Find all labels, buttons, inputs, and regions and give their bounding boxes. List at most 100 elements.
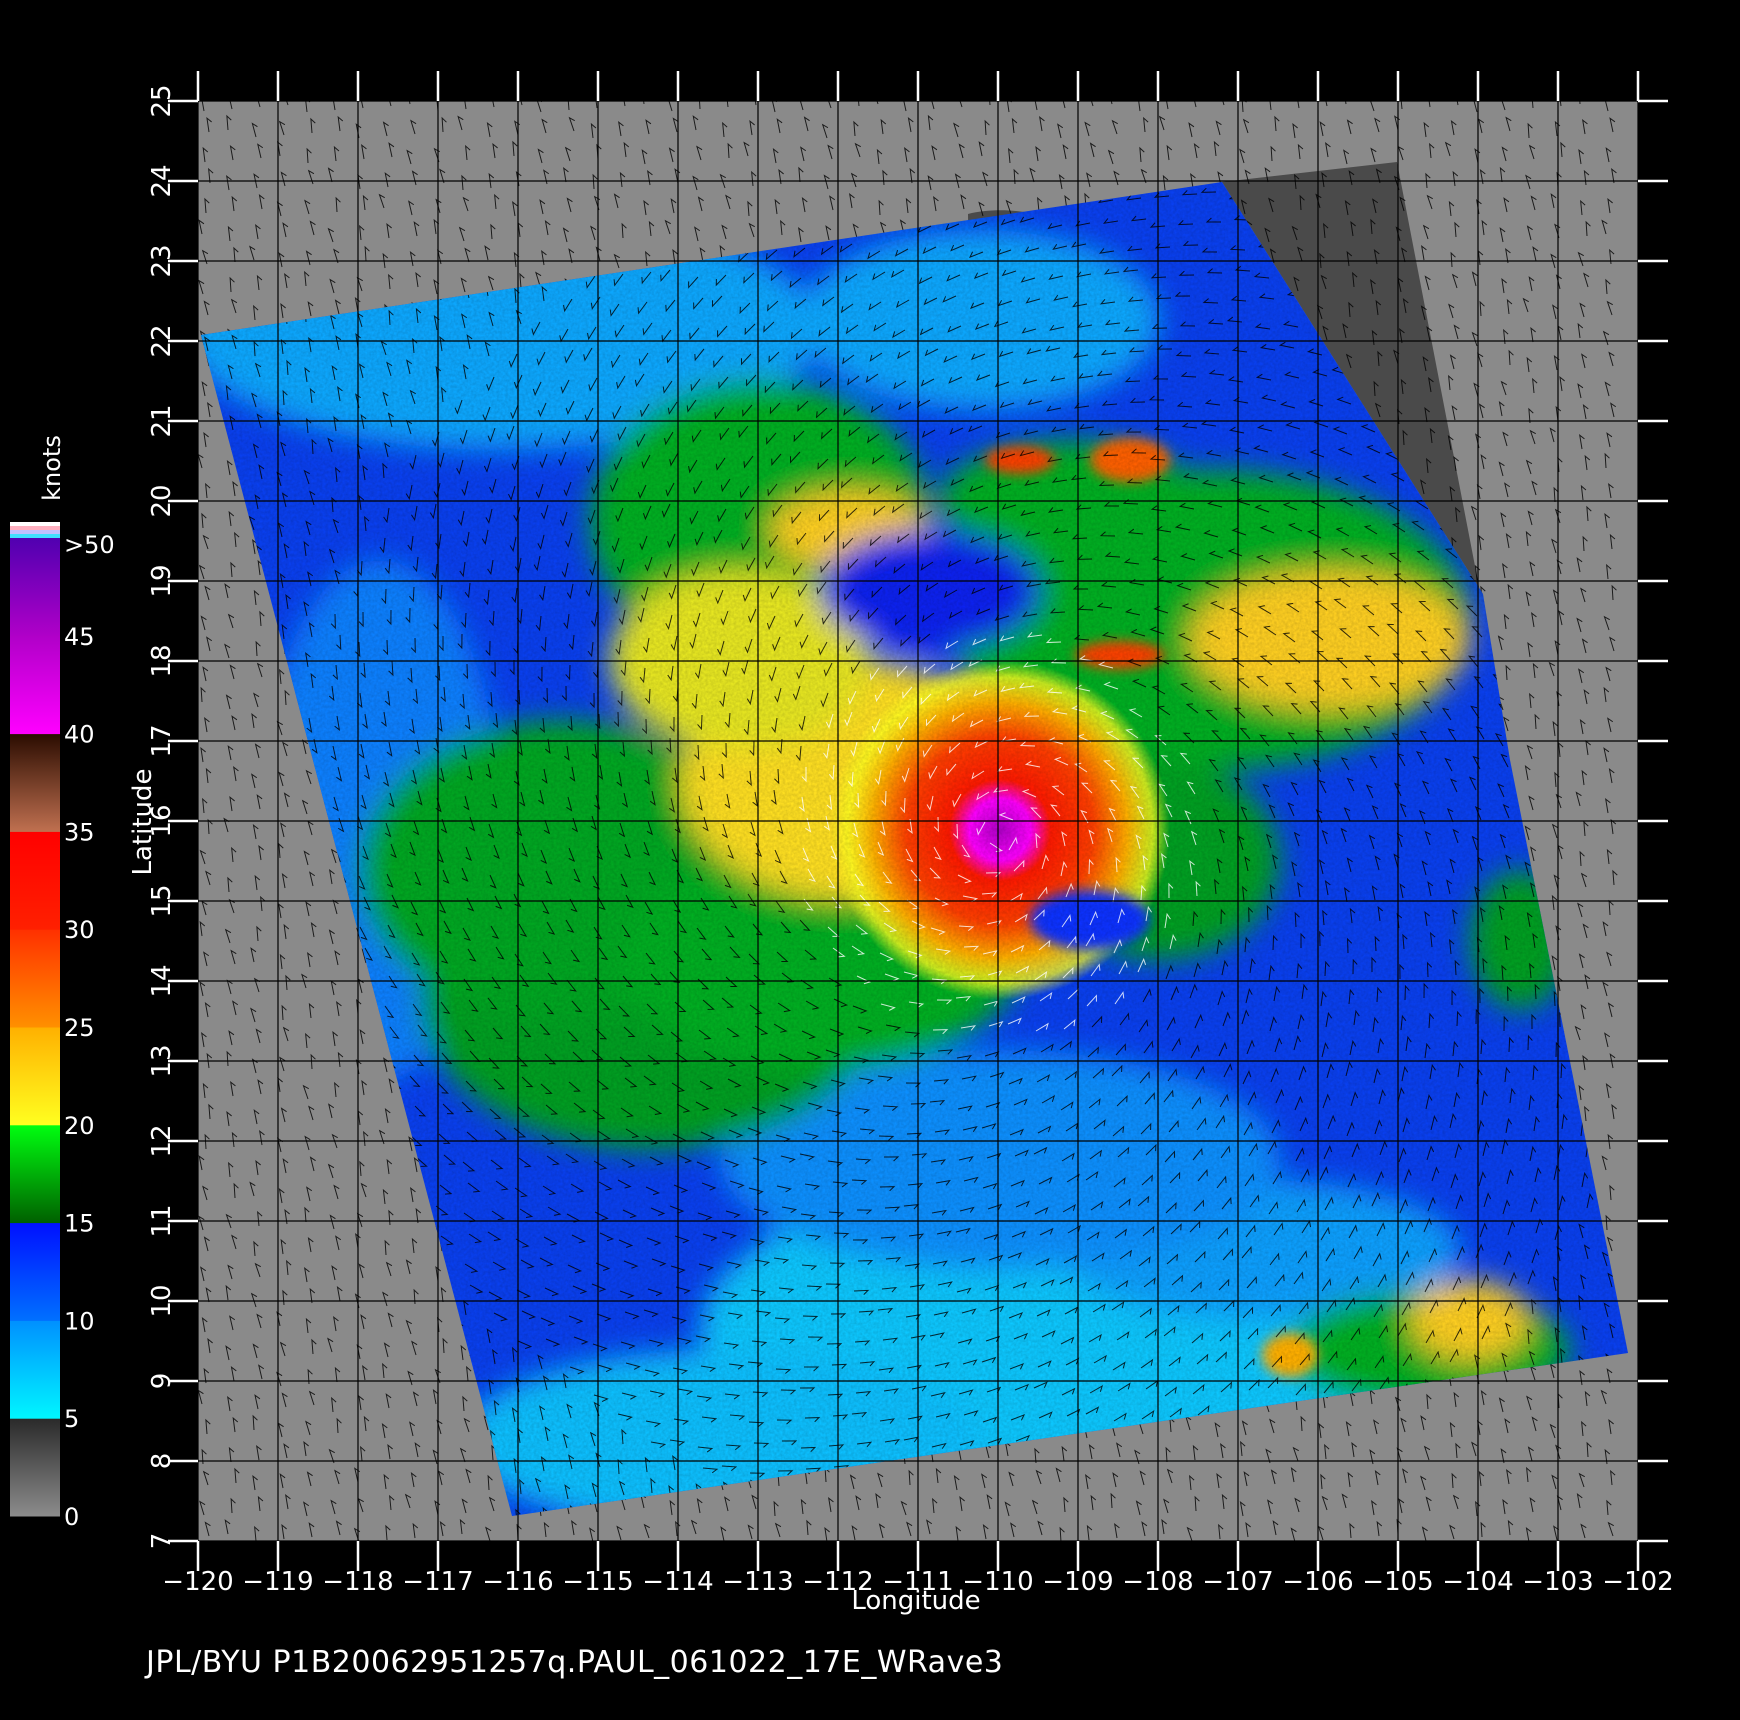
wind-barb xyxy=(230,1080,236,1097)
wind-barb xyxy=(255,1028,262,1044)
wind-barb xyxy=(358,494,365,511)
wind-barb xyxy=(1307,529,1322,539)
wind-barb xyxy=(1400,1417,1407,1433)
wind-barb xyxy=(490,223,496,240)
wind-barb xyxy=(1194,1013,1204,1029)
wind-barb xyxy=(1475,1008,1481,1025)
wind-barb xyxy=(417,1024,428,1037)
wind-barb xyxy=(1208,680,1222,691)
wind-barb xyxy=(1345,1421,1352,1437)
wind-barb xyxy=(946,763,957,777)
wind-barb xyxy=(616,375,626,390)
wind-barb xyxy=(303,540,310,557)
wind-barb xyxy=(696,795,703,811)
wind-barb xyxy=(1177,632,1193,642)
wind-barb xyxy=(1429,931,1436,948)
wind-barb xyxy=(690,1519,698,1535)
wind-barb xyxy=(516,1055,529,1067)
wind-barb xyxy=(948,742,961,754)
wind-barb xyxy=(1181,190,1198,196)
wind-barb xyxy=(1127,528,1144,535)
wind-barb xyxy=(643,199,649,216)
wind-barb xyxy=(744,323,756,336)
wind-barb xyxy=(997,533,1013,541)
wind-barb xyxy=(227,364,234,380)
wind-barb xyxy=(827,144,834,160)
wind-barb xyxy=(665,614,673,630)
wind-barb xyxy=(665,299,676,313)
wind-barb xyxy=(252,443,259,459)
wind-barb xyxy=(1580,587,1587,603)
wind-barb xyxy=(1368,755,1378,769)
wind-barb xyxy=(1006,101,1012,113)
wind-barb xyxy=(817,458,829,471)
wind-barb xyxy=(774,198,781,215)
wind-barb xyxy=(492,1027,504,1040)
wind-barb xyxy=(1370,101,1375,112)
wind-barb xyxy=(1012,1047,1027,1055)
wind-barb xyxy=(304,270,310,287)
wind-barb xyxy=(201,1448,207,1465)
wind-barb xyxy=(1400,378,1407,395)
wind-barb xyxy=(465,1468,472,1484)
wind-barb xyxy=(257,101,261,108)
wind-barb xyxy=(431,563,438,580)
wind-barb xyxy=(1526,912,1533,928)
wind-barb xyxy=(776,738,783,755)
wind-barb xyxy=(1444,141,1452,157)
wind-barb xyxy=(1166,101,1169,110)
wind-barb xyxy=(544,1053,557,1065)
wind-barb xyxy=(740,353,752,366)
wind-barb xyxy=(1102,760,1116,771)
wind-barb xyxy=(546,921,556,935)
wind-barb xyxy=(1584,454,1591,471)
wind-barb xyxy=(230,298,238,314)
wind-barb xyxy=(1603,615,1610,631)
wind-barb xyxy=(1230,295,1247,302)
wind-barb xyxy=(334,299,341,315)
wind-barb xyxy=(509,659,515,676)
wind-barb xyxy=(1114,991,1125,1005)
wind-barb xyxy=(1001,503,1017,510)
wind-barb xyxy=(1179,752,1191,765)
wind-barb xyxy=(959,975,976,981)
wind-barb xyxy=(1088,829,1095,845)
wind-barb xyxy=(463,978,474,992)
wind-barb xyxy=(1453,324,1460,340)
wind-barb xyxy=(1135,1500,1142,1516)
wind-barb xyxy=(1266,904,1272,921)
wind-barb xyxy=(1584,974,1591,990)
wind-barb xyxy=(251,392,258,408)
wind-barb xyxy=(1426,326,1433,342)
wind-barb xyxy=(1581,1420,1587,1437)
wind-barb xyxy=(920,561,934,571)
wind-barb xyxy=(981,1473,988,1489)
wind-barb xyxy=(1607,717,1614,733)
wind-barb xyxy=(1579,302,1586,318)
wind-barb xyxy=(1504,482,1511,498)
wind-barb xyxy=(595,101,598,109)
wind-barb xyxy=(1352,958,1358,975)
wind-barb xyxy=(362,194,369,211)
wind-barb xyxy=(1161,1518,1167,1535)
wind-barb xyxy=(286,1259,292,1276)
wind-barb xyxy=(329,1214,336,1230)
wind-barb xyxy=(891,503,905,514)
wind-barb xyxy=(1348,988,1355,1005)
wind-barb xyxy=(693,480,703,495)
wind-barb xyxy=(853,1056,869,1064)
wind-barb xyxy=(1131,678,1147,688)
wind-barb xyxy=(1031,1499,1039,1515)
wind-barb xyxy=(922,744,933,758)
wind-barb xyxy=(406,149,413,165)
wind-barb xyxy=(386,741,393,757)
wind-barb xyxy=(1014,913,1028,923)
wind-barb xyxy=(1361,605,1375,616)
wind-barb xyxy=(890,269,905,278)
wind-barb xyxy=(208,1103,214,1120)
wind-barb xyxy=(1531,101,1534,109)
wind-barb xyxy=(1446,879,1453,895)
wind-barb xyxy=(1101,400,1118,406)
wind-barb xyxy=(1503,716,1510,732)
wind-barb xyxy=(935,948,952,955)
